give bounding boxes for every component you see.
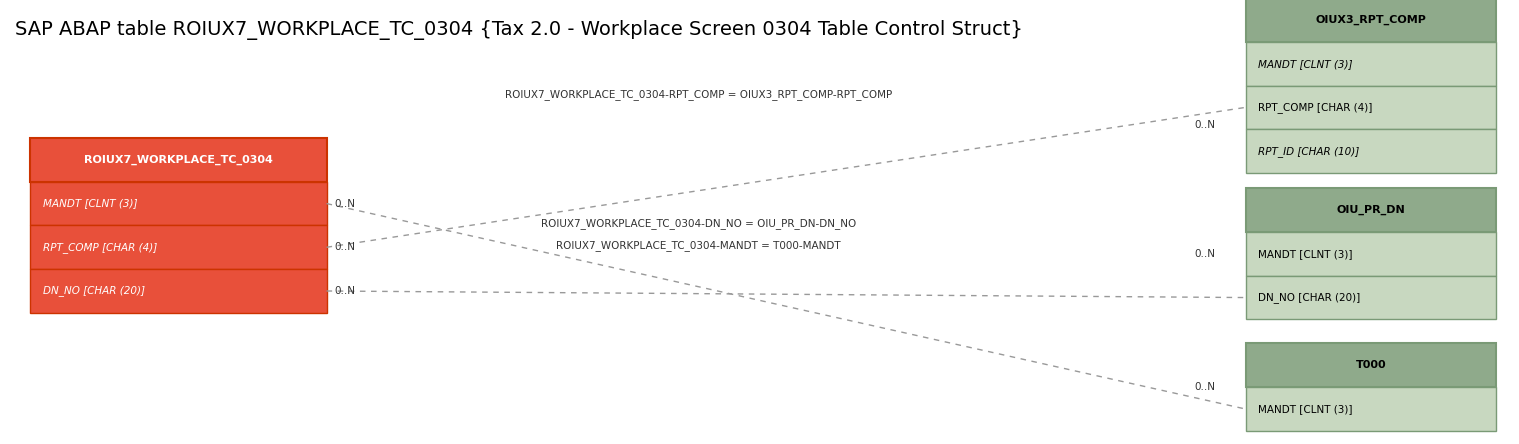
FancyBboxPatch shape xyxy=(1246,188,1496,232)
FancyBboxPatch shape xyxy=(1246,0,1496,42)
FancyBboxPatch shape xyxy=(1246,129,1496,173)
FancyBboxPatch shape xyxy=(30,138,327,182)
Text: MANDT [CLNT (3)]: MANDT [CLNT (3)] xyxy=(1258,59,1352,69)
Text: RPT_COMP [CHAR (4)]: RPT_COMP [CHAR (4)] xyxy=(43,242,156,253)
Text: ROIUX7_WORKPLACE_TC_0304-RPT_COMP = OIUX3_RPT_COMP-RPT_COMP: ROIUX7_WORKPLACE_TC_0304-RPT_COMP = OIUX… xyxy=(506,89,892,100)
Text: SAP ABAP table ROIUX7_WORKPLACE_TC_0304 {Tax 2.0 - Workplace Screen 0304 Table C: SAP ABAP table ROIUX7_WORKPLACE_TC_0304 … xyxy=(15,20,1024,40)
Text: OIU_PR_DN: OIU_PR_DN xyxy=(1337,205,1405,215)
Text: ROIUX7_WORKPLACE_TC_0304-DN_NO = OIU_PR_DN-DN_NO: ROIUX7_WORKPLACE_TC_0304-DN_NO = OIU_PR_… xyxy=(541,218,857,229)
Text: ROIUX7_WORKPLACE_TC_0304-MANDT = T000-MANDT: ROIUX7_WORKPLACE_TC_0304-MANDT = T000-MA… xyxy=(556,240,842,250)
FancyBboxPatch shape xyxy=(1246,42,1496,86)
Text: DN_NO [CHAR (20)]: DN_NO [CHAR (20)] xyxy=(1258,292,1360,303)
Text: 0..N: 0..N xyxy=(1194,382,1215,392)
FancyBboxPatch shape xyxy=(30,226,327,269)
FancyBboxPatch shape xyxy=(30,182,327,226)
Text: RPT_ID [CHAR (10)]: RPT_ID [CHAR (10)] xyxy=(1258,146,1360,157)
FancyBboxPatch shape xyxy=(30,269,327,313)
Text: MANDT [CLNT (3)]: MANDT [CLNT (3)] xyxy=(43,198,137,209)
FancyBboxPatch shape xyxy=(1246,232,1496,276)
Text: MANDT [CLNT (3)]: MANDT [CLNT (3)] xyxy=(1258,404,1352,414)
Text: MANDT [CLNT (3)]: MANDT [CLNT (3)] xyxy=(1258,249,1352,259)
Text: 0..N: 0..N xyxy=(334,198,355,209)
Text: 0..N: 0..N xyxy=(334,242,355,252)
Text: T000: T000 xyxy=(1355,361,1387,370)
Text: RPT_COMP [CHAR (4)]: RPT_COMP [CHAR (4)] xyxy=(1258,102,1372,113)
Text: ROIUX7_WORKPLACE_TC_0304: ROIUX7_WORKPLACE_TC_0304 xyxy=(84,155,273,165)
Text: 0..N: 0..N xyxy=(334,286,355,296)
FancyBboxPatch shape xyxy=(1246,387,1496,431)
Text: 0..N: 0..N xyxy=(1194,249,1215,259)
FancyBboxPatch shape xyxy=(1246,86,1496,129)
FancyBboxPatch shape xyxy=(1246,276,1496,319)
Text: 0..N: 0..N xyxy=(1194,120,1215,130)
FancyBboxPatch shape xyxy=(1246,344,1496,387)
Text: DN_NO [CHAR (20)]: DN_NO [CHAR (20)] xyxy=(43,285,144,297)
Text: OIUX3_RPT_COMP: OIUX3_RPT_COMP xyxy=(1315,15,1426,25)
